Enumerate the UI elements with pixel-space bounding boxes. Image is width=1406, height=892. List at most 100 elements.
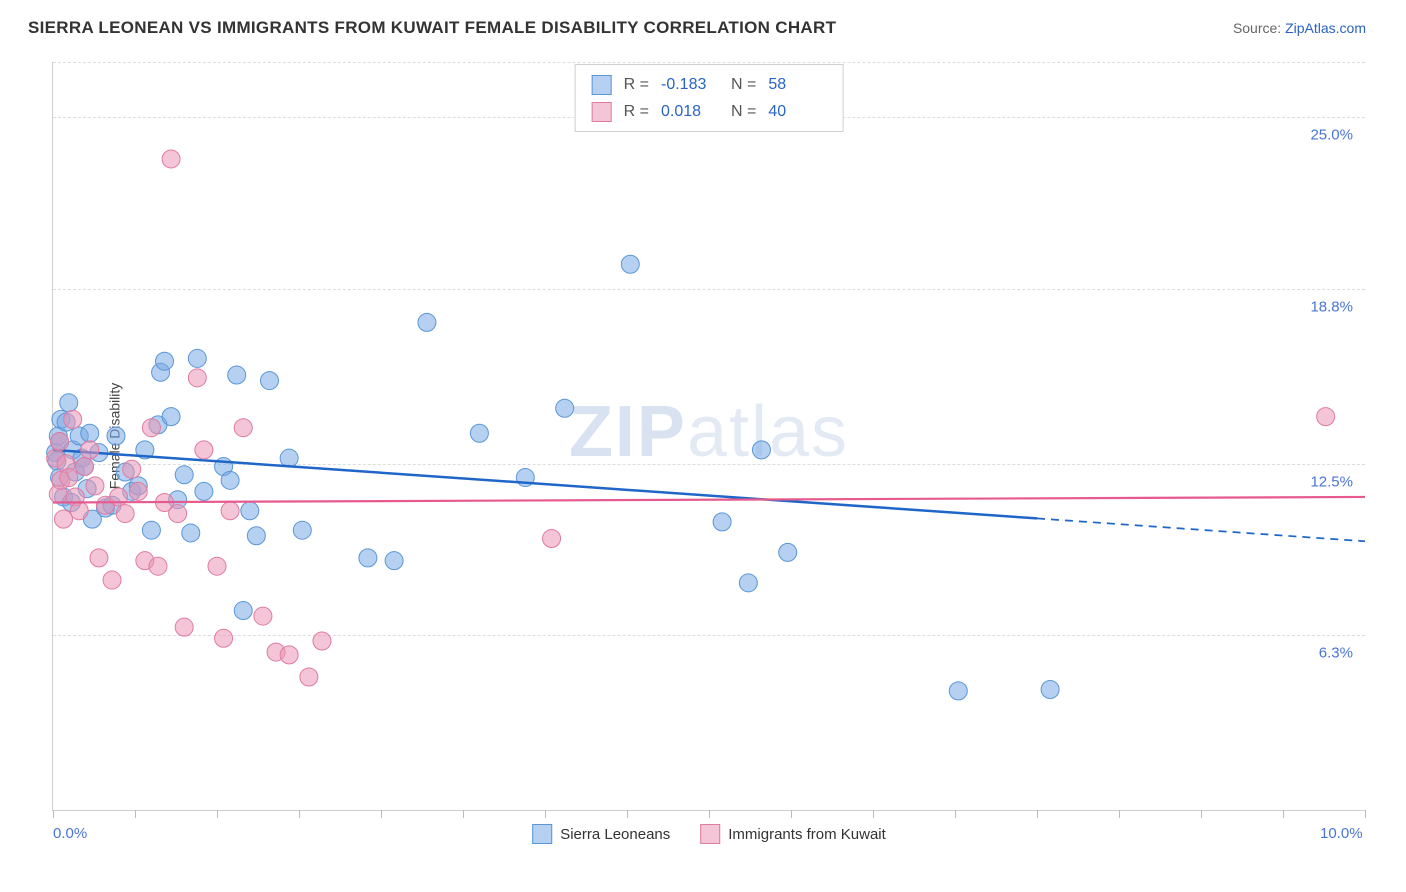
data-point [713, 513, 731, 531]
legend: Sierra Leoneans Immigrants from Kuwait [532, 824, 886, 844]
data-point [64, 410, 82, 428]
x-tick-label: 10.0% [1320, 825, 1363, 842]
n-label: N = [731, 98, 756, 125]
x-tick [381, 810, 382, 818]
data-point [188, 349, 206, 367]
x-tick [1201, 810, 1202, 818]
data-point [208, 557, 226, 575]
data-point [470, 424, 488, 442]
data-point [260, 372, 278, 390]
legend-label: Sierra Leoneans [560, 826, 670, 843]
x-tick [53, 810, 54, 818]
data-point [1317, 408, 1335, 426]
x-tick [1283, 810, 1284, 818]
data-point [162, 150, 180, 168]
data-point [280, 646, 298, 664]
data-point [129, 482, 147, 500]
x-tick [1119, 810, 1120, 818]
source-label: Source: ZipAtlas.com [1233, 20, 1366, 36]
data-point [75, 457, 93, 475]
data-point [51, 433, 69, 451]
data-point [103, 571, 121, 589]
data-point [254, 607, 272, 625]
data-point [293, 521, 311, 539]
data-point [70, 502, 88, 520]
data-point [739, 574, 757, 592]
x-tick [463, 810, 464, 818]
x-tick [955, 810, 956, 818]
data-point [81, 424, 99, 442]
data-point [149, 557, 167, 575]
data-point [169, 505, 187, 523]
data-point [1041, 680, 1059, 698]
data-point [195, 441, 213, 459]
data-point [156, 352, 174, 370]
series-swatch [532, 824, 552, 844]
data-point [60, 469, 78, 487]
trend-line-dashed [1037, 518, 1365, 541]
source-link[interactable]: ZipAtlas.com [1285, 20, 1366, 36]
data-point [556, 399, 574, 417]
legend-label: Immigrants from Kuwait [728, 826, 886, 843]
x-tick [627, 810, 628, 818]
data-point [54, 510, 72, 528]
data-point [752, 441, 770, 459]
data-point [621, 255, 639, 273]
stats-row: R = 0.018 N = 40 [592, 98, 827, 125]
data-point [107, 427, 125, 445]
data-point [234, 602, 252, 620]
data-point [182, 524, 200, 542]
data-point [90, 549, 108, 567]
data-point [142, 419, 160, 437]
r-label: R = [624, 71, 649, 98]
data-point [188, 369, 206, 387]
series-swatch [700, 824, 720, 844]
data-point [313, 632, 331, 650]
data-point [123, 460, 141, 478]
trend-line [53, 497, 1365, 503]
x-tick [873, 810, 874, 818]
chart-title: SIERRA LEONEAN VS IMMIGRANTS FROM KUWAIT… [28, 18, 836, 38]
data-point [221, 471, 239, 489]
data-point [162, 408, 180, 426]
r-value: 0.018 [661, 98, 719, 125]
data-point [543, 530, 561, 548]
x-tick [791, 810, 792, 818]
data-point [116, 505, 134, 523]
data-point [175, 618, 193, 636]
plot-area: Female Disability 6.3%12.5%18.8%25.0% ZI… [52, 62, 1365, 811]
data-point [221, 502, 239, 520]
x-tick-label: 0.0% [53, 825, 87, 842]
data-point [228, 366, 246, 384]
n-value: 58 [768, 71, 826, 98]
x-tick [709, 810, 710, 818]
stats-row: R = -0.183 N = 58 [592, 71, 827, 98]
data-point [175, 466, 193, 484]
data-point [300, 668, 318, 686]
x-tick [1365, 810, 1366, 818]
scatter-plot [53, 62, 1365, 810]
legend-item: Sierra Leoneans [532, 824, 670, 844]
data-point [385, 552, 403, 570]
header: SIERRA LEONEAN VS IMMIGRANTS FROM KUWAIT… [0, 0, 1406, 48]
r-value: -0.183 [661, 71, 719, 98]
data-point [81, 441, 99, 459]
data-point [234, 419, 252, 437]
data-point [215, 629, 233, 647]
data-point [195, 482, 213, 500]
data-point [280, 449, 298, 467]
data-point [86, 477, 104, 495]
data-point [241, 502, 259, 520]
data-point [949, 682, 967, 700]
n-value: 40 [768, 98, 826, 125]
r-label: R = [624, 98, 649, 125]
x-tick [217, 810, 218, 818]
series-swatch [592, 75, 612, 95]
series-swatch [592, 102, 612, 122]
x-tick [135, 810, 136, 818]
stats-box: R = -0.183 N = 58 R = 0.018 N = 40 [575, 64, 844, 132]
data-point [359, 549, 377, 567]
x-tick [545, 810, 546, 818]
x-tick [1037, 810, 1038, 818]
n-label: N = [731, 71, 756, 98]
